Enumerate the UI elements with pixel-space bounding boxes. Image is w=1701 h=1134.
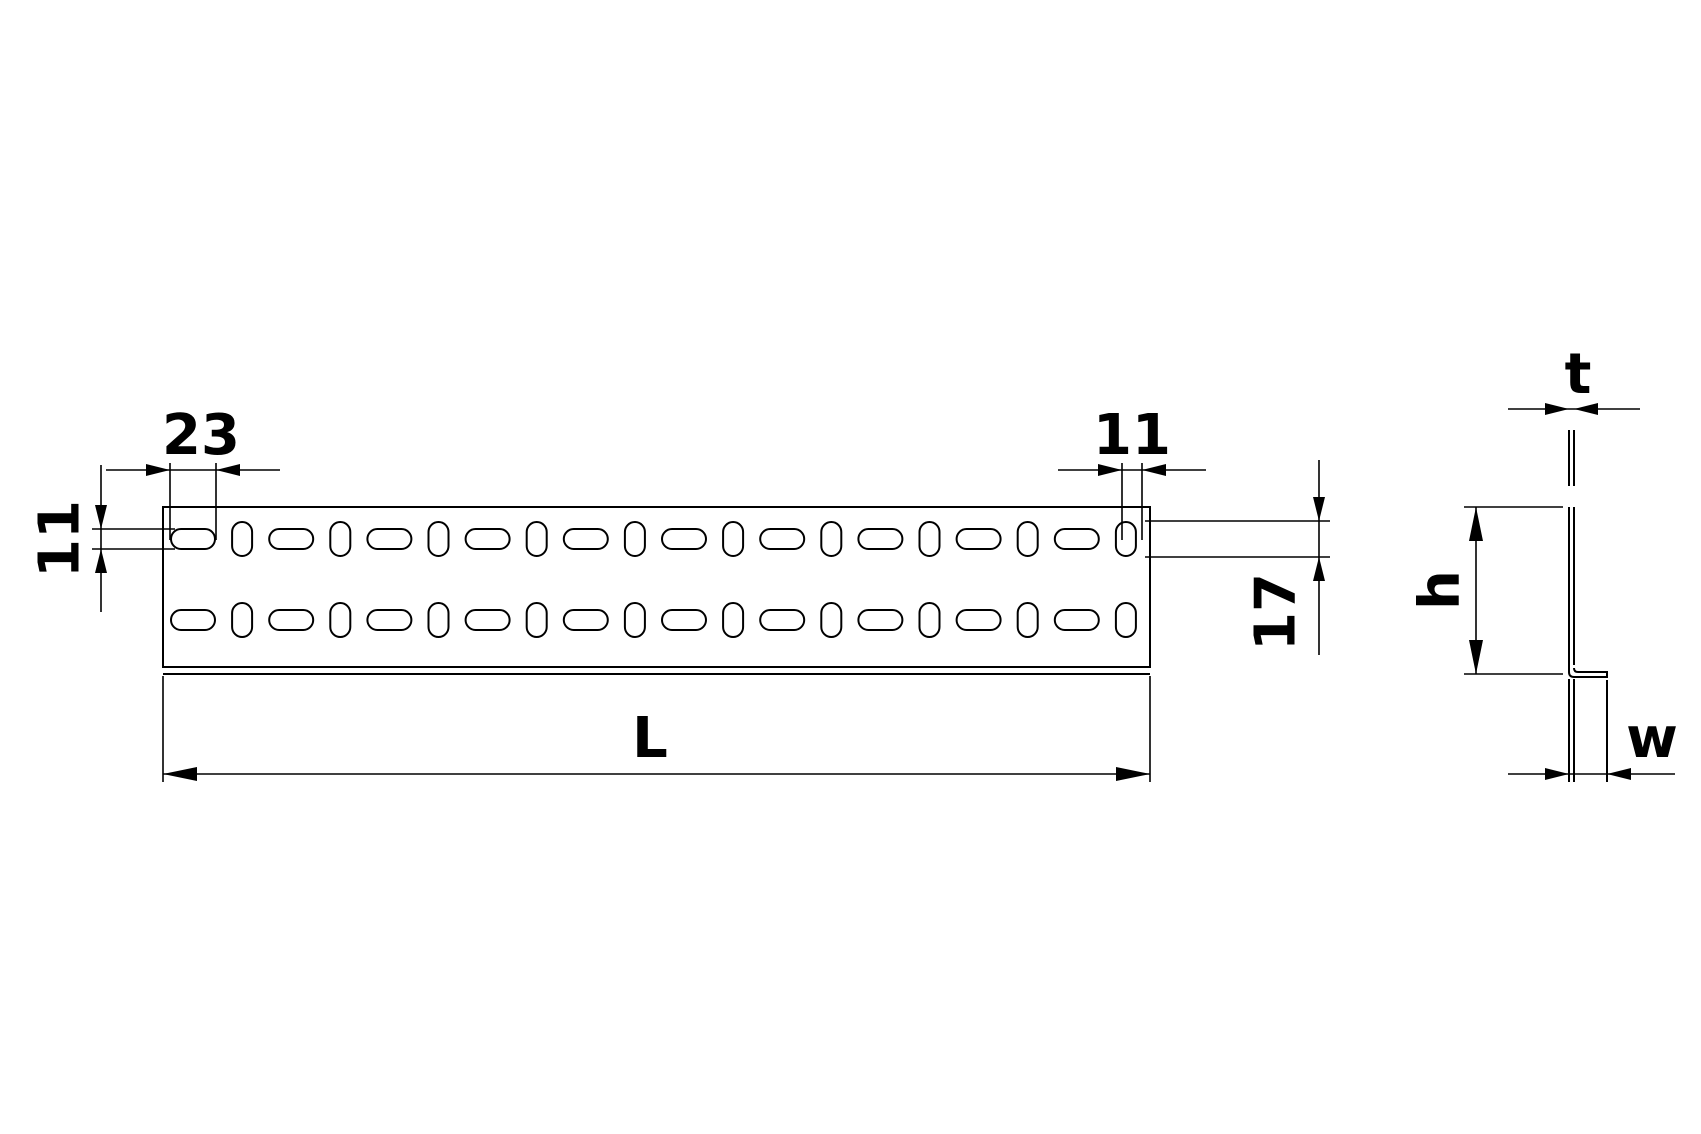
dimension-length: L: [162, 676, 1151, 782]
slot-vertical: [1114, 521, 1137, 557]
slot-vertical: [820, 602, 843, 638]
slot-horizontal: [464, 528, 511, 550]
slot-horizontal: [268, 528, 315, 550]
dimension-label-11-left: 11: [28, 500, 93, 578]
slot-vertical: [427, 602, 450, 638]
slot-vertical: [820, 521, 843, 557]
slot-vertical: [329, 602, 352, 638]
slot-horizontal: [366, 609, 413, 631]
dimension-height: h: [1408, 506, 1563, 675]
slot-array: [170, 521, 1137, 638]
slot-vertical: [918, 602, 941, 638]
slot-vertical: [623, 521, 646, 557]
slot-horizontal: [1053, 528, 1100, 550]
dimension-label-17: 17: [1244, 573, 1309, 651]
slot-vertical: [1016, 521, 1039, 557]
dimension-slot-width-right: 11: [1058, 403, 1206, 540]
slot-vertical: [525, 521, 548, 557]
dimension-label-t: t: [1565, 342, 1592, 407]
slot-horizontal: [1053, 609, 1100, 631]
slot-horizontal: [857, 528, 904, 550]
slot-horizontal: [170, 609, 216, 631]
slot-vertical: [525, 602, 548, 638]
slot-horizontal: [759, 609, 806, 631]
slot-horizontal: [759, 528, 806, 550]
dimension-label-L: L: [632, 706, 668, 771]
slot-horizontal: [955, 528, 1002, 550]
dimension-slot-length: 23: [106, 403, 280, 540]
slot-vertical: [918, 521, 941, 557]
dimension-row-pitch: 17: [1145, 460, 1330, 655]
dimension-label-h: h: [1408, 570, 1473, 610]
dimension-label-23: 23: [162, 403, 240, 468]
slot-horizontal: [562, 528, 609, 550]
slot-vertical: [722, 602, 745, 638]
slot-vertical: [231, 602, 254, 638]
slot-vertical: [722, 521, 745, 557]
dimension-label-w: w: [1626, 706, 1678, 771]
slot-vertical: [1114, 602, 1137, 638]
slot-vertical: [329, 521, 352, 557]
slot-vertical: [231, 521, 254, 557]
slot-horizontal: [857, 609, 904, 631]
dimension-label-11-right: 11: [1093, 403, 1171, 468]
slot-horizontal: [366, 528, 413, 550]
side-view-profile: [1568, 430, 1608, 782]
dimension-slot-width-left: 11: [28, 465, 175, 612]
slot-horizontal: [955, 609, 1002, 631]
slot-vertical: [623, 602, 646, 638]
slot-vertical: [427, 521, 450, 557]
front-view: [162, 506, 1151, 675]
slot-horizontal: [268, 609, 315, 631]
slot-horizontal: [562, 609, 609, 631]
slot-vertical: [1016, 602, 1039, 638]
slot-horizontal: [170, 528, 216, 550]
slot-horizontal: [661, 609, 707, 631]
plate-outline: [162, 506, 1151, 668]
slot-horizontal: [661, 528, 707, 550]
dimension-thickness: t: [1508, 342, 1640, 415]
dimension-flange-width: w: [1508, 706, 1678, 780]
slot-horizontal: [464, 609, 511, 631]
